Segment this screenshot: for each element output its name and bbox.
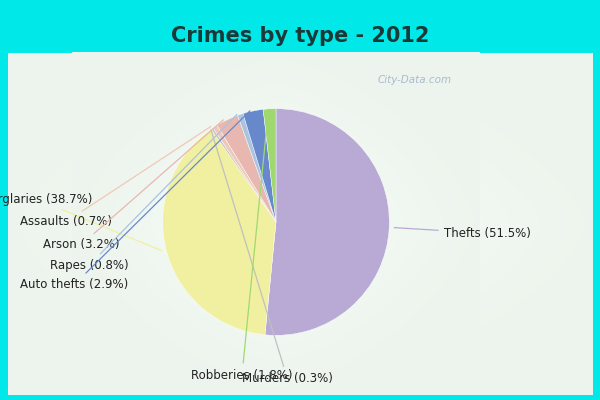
Text: Robberies (1.8%): Robberies (1.8%)	[191, 109, 293, 382]
Wedge shape	[238, 114, 276, 222]
Text: Burglaries (38.7%): Burglaries (38.7%)	[0, 193, 162, 251]
Text: Crimes by type - 2012: Crimes by type - 2012	[171, 26, 429, 46]
Text: Thefts (51.5%): Thefts (51.5%)	[394, 227, 530, 240]
Wedge shape	[217, 115, 276, 222]
Wedge shape	[263, 109, 276, 222]
Text: Assaults (0.7%): Assaults (0.7%)	[20, 126, 211, 228]
Wedge shape	[213, 125, 276, 222]
Wedge shape	[211, 128, 276, 222]
Wedge shape	[265, 109, 389, 335]
Text: Arson (3.2%): Arson (3.2%)	[43, 120, 223, 251]
Wedge shape	[163, 129, 276, 335]
Text: City-Data.com: City-Data.com	[377, 75, 452, 85]
Text: Auto thefts (2.9%): Auto thefts (2.9%)	[20, 111, 250, 291]
Text: Murders (0.3%): Murders (0.3%)	[211, 130, 333, 385]
Text: Rapes (0.8%): Rapes (0.8%)	[50, 114, 237, 272]
Wedge shape	[243, 109, 276, 222]
